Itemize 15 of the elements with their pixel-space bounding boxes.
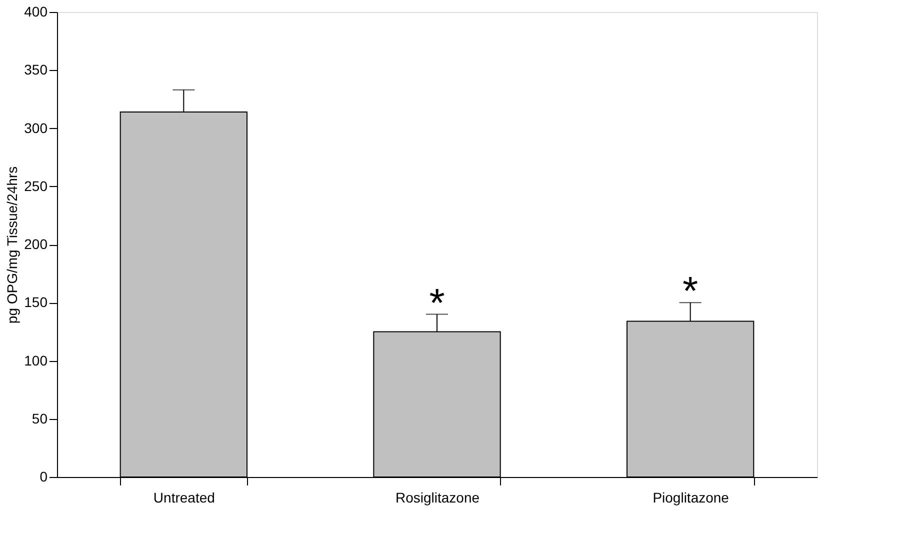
x-tick-label: Rosiglitazone bbox=[395, 490, 480, 506]
x-tick-label: Pioglitazone bbox=[652, 490, 730, 506]
y-tick-label: 350 bbox=[24, 62, 48, 78]
annotation: * bbox=[429, 281, 445, 326]
y-tick-label: 300 bbox=[24, 120, 48, 136]
y-tick-label: 0 bbox=[40, 468, 48, 484]
y-tick-label: 250 bbox=[24, 178, 48, 194]
y-tick-label: 400 bbox=[24, 4, 48, 20]
annotation: * bbox=[682, 270, 698, 314]
y-tick-label: 50 bbox=[32, 410, 48, 426]
y-axis-title: pg OPG/mg Tissue/24hrs bbox=[4, 166, 20, 324]
y-tick-label: 200 bbox=[24, 236, 48, 252]
x-tick-label: Untreated bbox=[153, 490, 215, 506]
y-tick-label: 100 bbox=[24, 352, 48, 368]
y-tick-label: 150 bbox=[24, 294, 48, 310]
